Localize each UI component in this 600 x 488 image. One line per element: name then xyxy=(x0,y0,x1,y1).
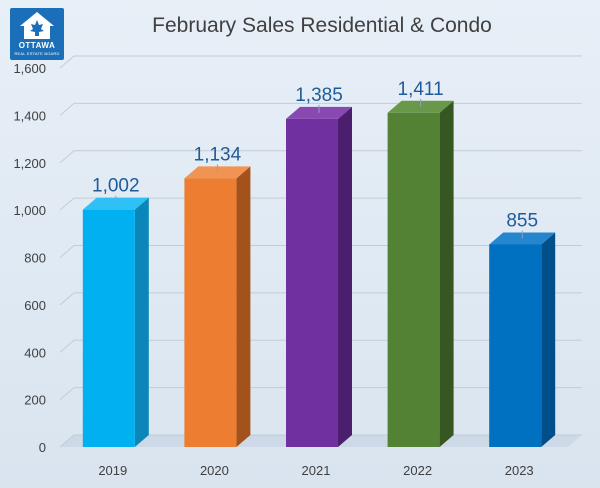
bar-front xyxy=(82,209,135,447)
y-tick-label: 800 xyxy=(24,251,46,266)
x-axis-tick-labels: 2019 2020 2021 2022 2023 xyxy=(98,463,533,478)
y-tick-label: 200 xyxy=(24,393,46,408)
bar-side xyxy=(541,232,556,447)
data-label: 1,385 xyxy=(295,85,343,106)
gridline xyxy=(59,55,582,69)
x-tick-label: 2022 xyxy=(403,463,432,478)
y-tick-label: 400 xyxy=(24,345,46,360)
bar-side xyxy=(236,166,251,448)
y-tick-label: 1,200 xyxy=(13,156,46,171)
data-label: 1,134 xyxy=(194,144,242,165)
x-tick-label: 2020 xyxy=(200,463,229,478)
y-axis-tick-labels: 0 200 400 600 800 1,000 1,200 1,400 1,600 xyxy=(13,61,46,455)
bar-2023: 855 xyxy=(489,210,556,447)
data-label: 1,411 xyxy=(398,79,444,100)
y-tick-label: 1,600 xyxy=(13,61,46,76)
bar-front xyxy=(184,178,237,448)
chart-title: February Sales Residential & Condo xyxy=(152,14,492,37)
bar-2020: 1,134 xyxy=(184,144,251,448)
bar-front xyxy=(387,112,440,447)
x-tick-label: 2021 xyxy=(302,463,331,478)
x-tick-label: 2019 xyxy=(98,463,127,478)
house-maple-leaf-icon xyxy=(20,12,54,39)
bar-side xyxy=(134,197,149,447)
bar-front xyxy=(286,118,338,447)
y-tick-label: 1,000 xyxy=(13,203,46,218)
data-label: 1,002 xyxy=(92,176,140,197)
bars: 1,002 1,134 1,385 1,411 855 xyxy=(82,79,556,448)
ottawa-real-estate-board-logo: OTTAWA REAL ESTATE BOARD xyxy=(10,8,64,60)
x-tick-label: 2023 xyxy=(505,463,534,478)
bar-side xyxy=(439,100,454,447)
bar-2022: 1,411 xyxy=(387,79,454,447)
y-tick-label: 0 xyxy=(39,440,46,455)
bar-front xyxy=(489,244,542,447)
bar-side xyxy=(338,106,352,447)
data-label: 855 xyxy=(506,210,538,231)
bar-2019: 1,002 xyxy=(82,176,149,447)
logo-subtitle: REAL ESTATE BOARD xyxy=(14,51,60,56)
y-tick-label: 1,400 xyxy=(13,108,46,123)
bar-2021: 1,385 xyxy=(286,85,352,447)
y-tick-label: 600 xyxy=(24,298,46,313)
logo-word: OTTAWA xyxy=(18,41,56,50)
